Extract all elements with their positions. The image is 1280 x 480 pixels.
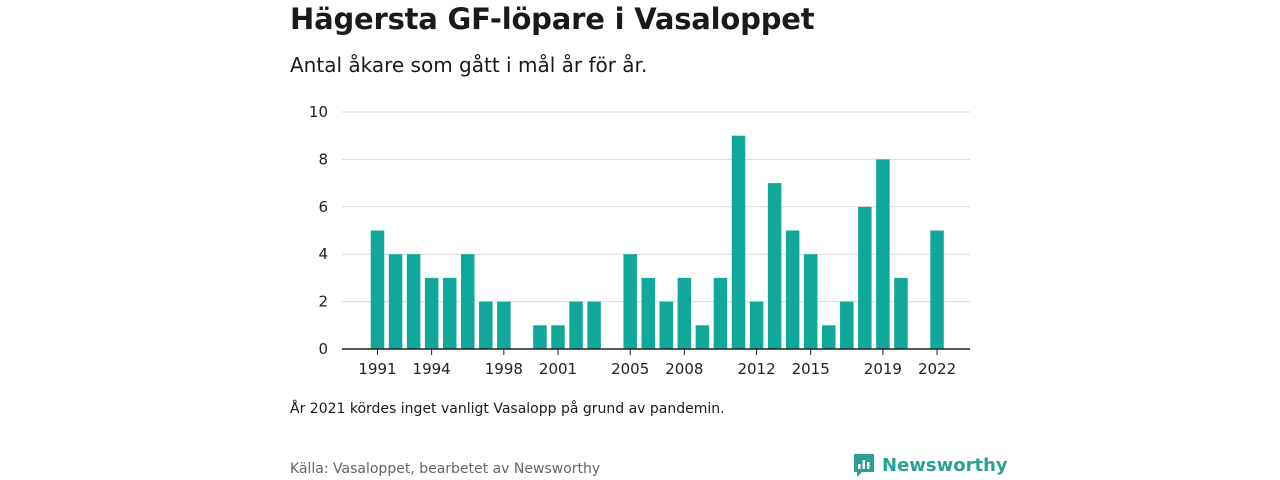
bar-1997 — [479, 301, 493, 349]
bar-1994 — [424, 277, 439, 349]
bar-1998 — [497, 301, 511, 349]
y-tick-label: 10 — [309, 103, 328, 121]
x-tick-label: 1994 — [413, 360, 451, 378]
bar-2001 — [551, 325, 565, 349]
bar-2017 — [840, 301, 854, 349]
bar-2006 — [641, 277, 655, 349]
bar-2005 — [623, 254, 637, 349]
y-tick-label: 6 — [318, 198, 328, 216]
y-tick-label: 8 — [318, 150, 328, 168]
y-tick-label: 0 — [318, 340, 328, 358]
y-tick-label: 2 — [318, 293, 328, 311]
bar-2022 — [930, 230, 944, 349]
y-axis-ticks: 0 2 4 6 8 10 — [309, 103, 328, 358]
bar-2012 — [749, 301, 764, 349]
x-axis-ticks: 1991 1994 1998 2001 2005 2008 2012 2015 2019 2022 — [358, 349, 956, 378]
chart-card: Hägersta GF-löpare i Vasaloppet Antal åk… — [290, 0, 1008, 480]
bar-2000 — [533, 325, 547, 349]
y-tick-label: 4 — [318, 245, 328, 263]
bar-2010 — [713, 277, 728, 349]
bar-1991 — [370, 230, 385, 349]
x-tick-label: 1991 — [358, 360, 396, 378]
bar-2003 — [587, 301, 601, 349]
x-tick-label: 2019 — [864, 360, 902, 378]
x-tick-label: 2012 — [737, 360, 775, 378]
bar-2002 — [569, 301, 583, 349]
bar-2014 — [785, 230, 800, 349]
x-tick-label: 2005 — [611, 360, 649, 378]
x-tick-label: 2022 — [918, 360, 956, 378]
x-tick-label: 2008 — [665, 360, 703, 378]
chart-title: Hägersta GF-löpare i Vasaloppet — [290, 2, 815, 36]
newsworthy-logo-icon — [854, 454, 874, 477]
chart-note: År 2021 kördes inget vanligt Vasalopp på… — [290, 401, 725, 417]
bar-2011 — [731, 135, 746, 349]
x-tick-label: 1998 — [485, 360, 523, 378]
source-credit: Källa: Vasaloppet, bearbetet av Newswort… — [290, 461, 601, 477]
bar-2015 — [803, 254, 818, 349]
bar-2008 — [677, 277, 692, 349]
bar-2013 — [767, 183, 782, 349]
gridlines — [342, 111, 970, 303]
bar-2018 — [858, 206, 872, 349]
bar-2020 — [894, 277, 908, 349]
newsworthy-brand[interactable]: Newsworthy — [852, 452, 1008, 478]
bar-2016 — [822, 325, 836, 349]
bar-1995 — [442, 277, 457, 349]
bar-chart: 0 2 4 6 8 10 1991 1994 1998 2001 2005 2008 2012 2015… — [309, 103, 970, 378]
bar-1996 — [461, 254, 475, 349]
x-tick-label: 2015 — [792, 360, 830, 378]
bar-2019 — [876, 159, 890, 349]
x-tick-label: 2001 — [539, 360, 577, 378]
bar-2009 — [695, 325, 710, 349]
bar-2007 — [659, 301, 674, 349]
brand-name: Newsworthy — [882, 454, 1008, 476]
bar-1993 — [406, 254, 421, 349]
chart-subtitle: Antal åkare som gått i mål år för år. — [290, 53, 648, 77]
bars — [370, 135, 944, 349]
bar-1992 — [388, 254, 403, 349]
